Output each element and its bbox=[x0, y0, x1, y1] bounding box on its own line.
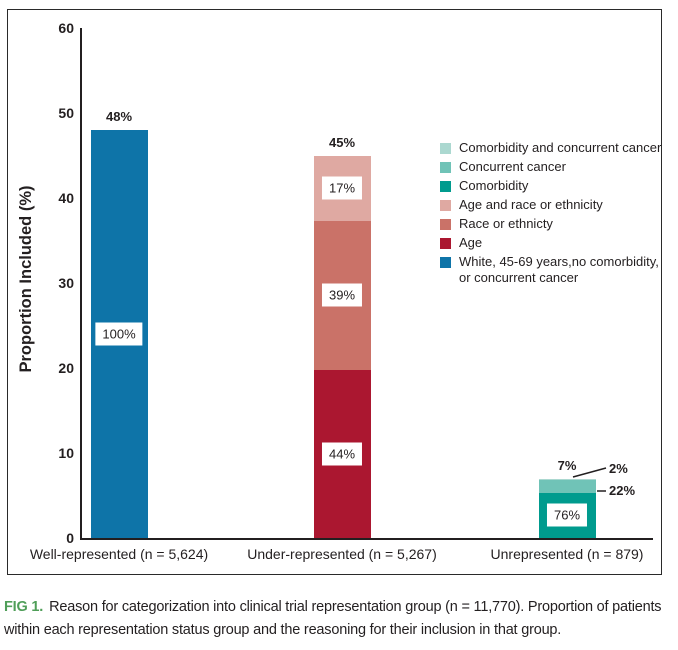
bar-segment: 76% bbox=[538, 492, 596, 538]
legend-label: Comorbidity bbox=[459, 178, 529, 193]
legend-swatch bbox=[440, 257, 451, 268]
legend-swatch bbox=[440, 162, 451, 173]
x-category-label: Under-represented (n = 5,267) bbox=[247, 546, 437, 562]
segment-value-label: 39% bbox=[321, 283, 363, 307]
bar-segment: 17% bbox=[313, 155, 371, 221]
legend-label: Age bbox=[459, 235, 483, 250]
legend-item: Race or ethnicty bbox=[440, 216, 665, 232]
segment-value-label: 44% bbox=[321, 442, 363, 466]
x-axis-line bbox=[80, 538, 653, 540]
legend-label: Age and race or ethnicity bbox=[459, 197, 603, 212]
y-tick-label: 20 bbox=[58, 360, 74, 376]
bar-1: 100% bbox=[90, 130, 148, 538]
figure-caption-tag: FIG 1. bbox=[4, 599, 44, 615]
bar-total-label: 48% bbox=[105, 109, 133, 124]
y-tick-label: 50 bbox=[58, 105, 74, 121]
figure-caption: FIG 1. Reason for categorization into cli… bbox=[4, 596, 674, 642]
callout-label-22pct: 22% bbox=[609, 483, 636, 498]
bar-3: 76% bbox=[538, 478, 596, 538]
legend-swatch bbox=[440, 238, 451, 249]
legend-label: White, 45-69 years,no comorbidity, or co… bbox=[459, 254, 659, 285]
y-axis-line bbox=[80, 28, 82, 540]
bar-total-label: 7% bbox=[557, 457, 577, 473]
bar-segment: 39% bbox=[313, 220, 371, 370]
legend-swatch bbox=[440, 181, 451, 192]
legend-label: Comorbidity and concurrent cancer bbox=[459, 140, 662, 155]
segment-value-label: 100% bbox=[95, 322, 143, 346]
y-tick-label: 40 bbox=[58, 190, 74, 206]
figure-caption-text: Reason for categorization into clinical … bbox=[4, 599, 662, 638]
y-tick-label: 60 bbox=[58, 20, 74, 36]
x-category-label: Unrepresented (n = 879) bbox=[490, 546, 644, 562]
bar-segment bbox=[538, 479, 596, 493]
chart-legend: Comorbidity and concurrent cancer Concurr… bbox=[440, 140, 665, 289]
legend-item: Concurrent cancer bbox=[440, 159, 665, 175]
bar-segment: 44% bbox=[313, 369, 371, 538]
y-tick-label: 10 bbox=[58, 445, 74, 461]
y-tick-label: 30 bbox=[58, 275, 74, 291]
legend-swatch bbox=[440, 143, 451, 154]
bar-segment: 100% bbox=[90, 130, 148, 538]
bar-total-label: 45% bbox=[328, 134, 356, 150]
segment-value-label: 17% bbox=[321, 176, 363, 200]
legend-swatch bbox=[440, 200, 451, 211]
legend-item: Age and race or ethnicity bbox=[440, 197, 665, 213]
legend-swatch bbox=[440, 219, 451, 230]
legend-item: White, 45-69 years,no comorbidity, or co… bbox=[440, 254, 665, 286]
legend-item: Comorbidity bbox=[440, 178, 665, 194]
callout-label-2pct: 2% bbox=[609, 461, 628, 476]
legend-label: Race or ethnicty bbox=[459, 216, 553, 231]
legend-item: Comorbidity and concurrent cancer bbox=[440, 140, 665, 156]
x-category-label: Well-represented (n = 5,624) bbox=[29, 546, 209, 562]
bar-segment bbox=[538, 478, 596, 480]
bar-2: 44% 39% 17% bbox=[313, 155, 371, 538]
segment-value-label: 76% bbox=[546, 503, 588, 527]
legend-label: Concurrent cancer bbox=[459, 159, 566, 174]
legend-item: Age bbox=[440, 235, 665, 251]
y-tick-label: 0 bbox=[66, 530, 74, 546]
